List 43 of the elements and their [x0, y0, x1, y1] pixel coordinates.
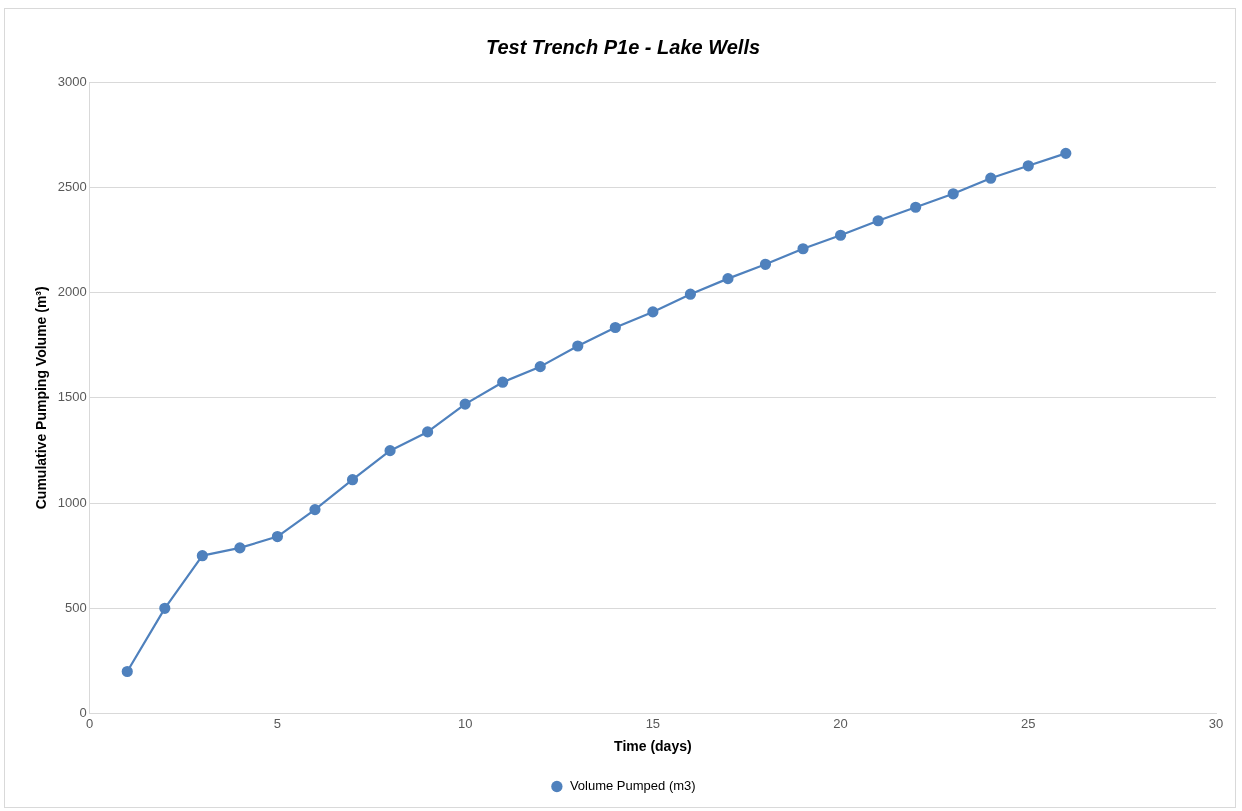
point: [1060, 147, 1072, 159]
point: [647, 306, 659, 318]
point: [722, 273, 734, 285]
x-axis-title: Time (days): [614, 738, 692, 755]
point: [459, 398, 471, 410]
point: [234, 542, 246, 554]
y-tick-label: 500: [65, 599, 87, 615]
point: [497, 376, 509, 388]
x-tick-label: 30: [1208, 715, 1224, 731]
point: [121, 665, 133, 678]
point: [609, 321, 621, 334]
chart-title: Test Trench P1e - Lake Wells: [485, 35, 761, 58]
y-tick-label: 0: [79, 705, 87, 721]
y-tick-label: 3000: [57, 73, 87, 89]
x-tick-label: 10: [457, 715, 473, 731]
x-tick-label: 15: [645, 715, 661, 731]
point: [384, 445, 396, 457]
point: [985, 172, 997, 184]
point: [271, 530, 284, 543]
y-tick-label: 2000: [57, 284, 87, 300]
y-tick-label: 1500: [57, 389, 87, 405]
point: [196, 550, 208, 562]
y-tick-label: 2500: [57, 178, 87, 194]
point: [309, 503, 321, 516]
x-tick-label: 20: [833, 715, 848, 731]
point: [947, 188, 959, 200]
y-tick-label: 1000: [57, 494, 87, 510]
point: [872, 215, 884, 227]
point: [797, 243, 809, 255]
point: [572, 340, 584, 352]
point: [159, 602, 171, 614]
point: [534, 361, 546, 373]
x-tick-label: 25: [1021, 715, 1036, 731]
point: [834, 229, 847, 241]
x-tick-label: 5: [273, 715, 282, 731]
point: [759, 258, 772, 270]
y-axis-title: Cumulative Pumping Volume (m³): [33, 286, 50, 510]
point: [910, 201, 922, 213]
point: [684, 288, 696, 300]
legend-label: Volume Pumped (m3): [569, 778, 696, 794]
point: [422, 426, 434, 438]
point: [1022, 160, 1034, 172]
point: [346, 474, 359, 486]
